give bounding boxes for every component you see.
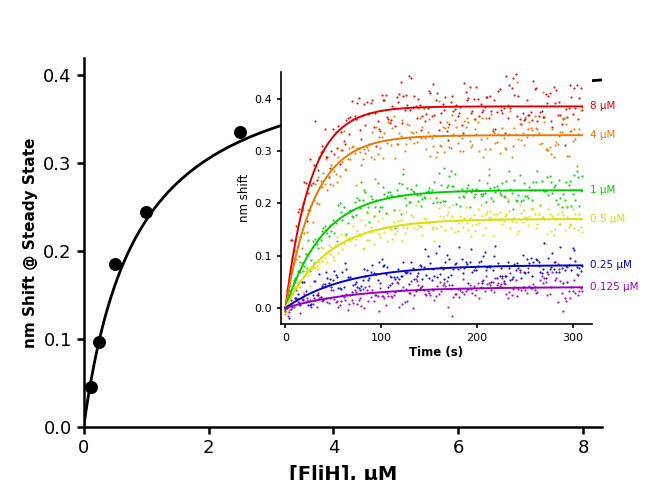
X-axis label: [FliH], μM: [FliH], μM bbox=[289, 465, 397, 480]
Point bbox=[234, 129, 245, 136]
Point bbox=[110, 261, 120, 268]
Point bbox=[94, 338, 104, 346]
Point bbox=[328, 80, 339, 88]
Point bbox=[86, 383, 97, 391]
Point bbox=[140, 208, 151, 216]
Point bbox=[578, 84, 589, 92]
Y-axis label: nm Shift @ Steady State: nm Shift @ Steady State bbox=[23, 137, 37, 348]
